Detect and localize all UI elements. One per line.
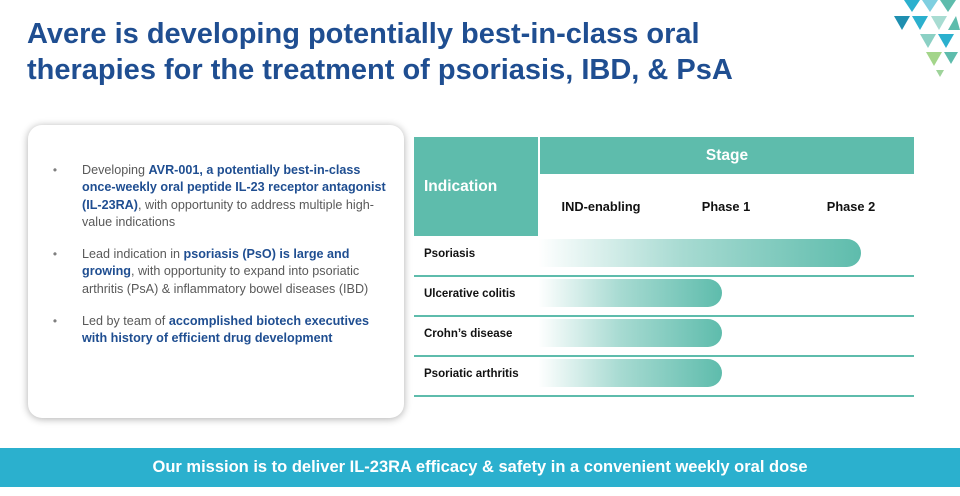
stage-column-header: Stage: [540, 137, 914, 174]
highlight-bullet-item: • Led by team of accomplished biotech ex…: [50, 313, 390, 348]
progress-bar: [538, 319, 723, 347]
bullet-highlight: AVR-001, a potentially best-in-class onc…: [82, 163, 386, 212]
pipeline-row: Ulcerative colitis: [414, 277, 914, 317]
phase-label-phase-1: Phase 1: [701, 199, 751, 214]
bullet-marker: •: [52, 163, 58, 177]
highlight-bullet-item: • Developing AVR-001, a potentially best…: [50, 162, 390, 231]
row-divider: [414, 395, 914, 397]
indication-column-header: Indication: [414, 137, 538, 236]
page-title-line-1: Avere is developing potentially best-in-…: [27, 18, 700, 50]
row-divider: [414, 315, 914, 317]
mission-banner: Our mission is to deliver IL-23RA effica…: [0, 448, 960, 487]
pipeline-table: Indication Stage IND-enabling Phase 1 Ph…: [414, 137, 914, 397]
page-title: Avere is developing potentially best-in-…: [27, 16, 857, 88]
bullet-text: Led by team of: [82, 314, 169, 329]
row-divider: [414, 275, 914, 277]
bullet-text: , with opportunity to expand into psoria…: [82, 264, 369, 296]
phase-label-ind-enabling: IND-enabling: [561, 199, 641, 214]
indication-label: Psoriasis: [424, 248, 476, 260]
pipeline-row: Psoriasis: [414, 237, 914, 277]
indication-label: Psoriatic arthritis: [424, 368, 519, 380]
bullet-marker: •: [52, 247, 58, 262]
page-title-line-2: therapies for the treatment of psoriasis…: [27, 54, 733, 86]
phase-label-phase-2: Phase 2: [826, 199, 876, 214]
bullet-text: Lead indication in: [82, 247, 184, 262]
pipeline-row: Psoriatic arthritis: [414, 357, 914, 397]
indication-label: Ulcerative colitis: [424, 288, 516, 300]
bullet-highlight: psoriasis (PsO) is large and growing: [82, 247, 350, 279]
row-divider: [414, 355, 914, 357]
bullet-marker: •: [52, 314, 58, 329]
progress-bar: [538, 359, 723, 387]
highlights-card: • Developing AVR-001, a potentially best…: [28, 125, 404, 418]
bullet-text: Developing: [82, 163, 149, 177]
indication-label: Crohn’s disease: [424, 328, 513, 340]
progress-bar: [538, 279, 723, 307]
bullet-highlight: accomplished biotech executives with his…: [82, 314, 369, 346]
highlights-list: • Developing AVR-001, a potentially best…: [50, 162, 390, 363]
pipeline-row: Crohn’s disease: [414, 317, 914, 357]
progress-bar: [538, 239, 862, 267]
triangle-mosaic-logo-icon: [894, 0, 960, 77]
highlight-bullet-item: • Lead indication in psoriasis (PsO) is …: [50, 246, 390, 298]
bullet-text: , with opportunity to address multiple h…: [82, 197, 374, 229]
